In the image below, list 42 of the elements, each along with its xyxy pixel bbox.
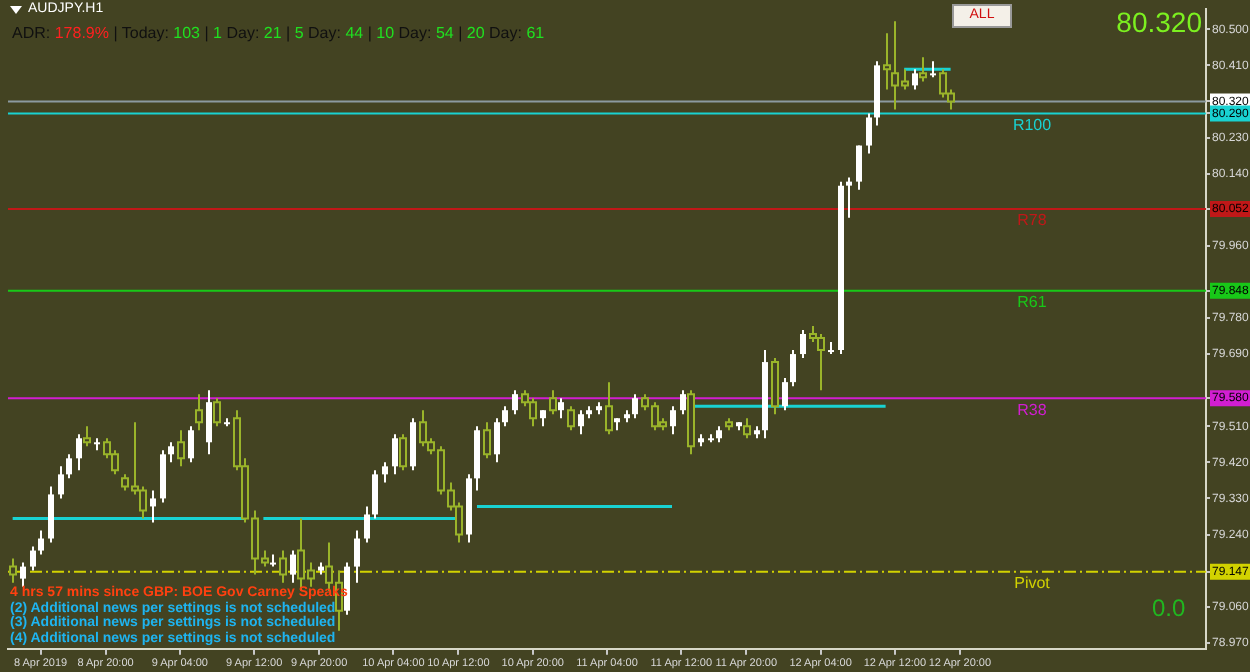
annotation: 80.320	[1116, 6, 1202, 38]
ref-line-label: R61	[1017, 293, 1048, 312]
candlestick	[344, 561, 350, 616]
candlestick	[632, 393, 638, 420]
candlestick	[290, 549, 296, 584]
candlestick	[800, 329, 806, 360]
ref-line-label: Pivot	[1014, 574, 1052, 593]
candlestick	[866, 112, 872, 155]
candlestick	[206, 389, 212, 456]
ref-line-label: R100	[1012, 115, 1053, 134]
ref-line-label: R38	[1017, 400, 1048, 419]
candlestick	[20, 561, 26, 588]
candlestick	[38, 529, 44, 556]
candlestick	[160, 449, 166, 504]
candlestick	[512, 389, 518, 416]
candlestick	[856, 144, 862, 191]
candlestick	[502, 405, 508, 428]
candlestick	[912, 68, 918, 91]
candlestick	[578, 409, 584, 436]
candlestick	[790, 349, 796, 388]
candlestick	[30, 545, 36, 572]
candlestick	[354, 529, 360, 584]
candlestick	[372, 469, 378, 520]
candlestick	[48, 485, 54, 544]
candlestick	[150, 489, 156, 524]
candlestick	[188, 425, 194, 464]
candlestick	[494, 417, 500, 464]
candlestick	[680, 389, 686, 416]
ref-line-label: R78	[1017, 211, 1048, 230]
candlestick	[782, 377, 788, 412]
annotation: 0.0	[1152, 594, 1186, 622]
candlestick	[382, 461, 388, 484]
candlestick	[410, 417, 416, 472]
candlestick	[58, 465, 64, 500]
candlestick	[168, 441, 174, 464]
candlestick	[392, 433, 398, 476]
candlestick	[76, 433, 82, 472]
candlestick	[846, 176, 852, 219]
candlestick	[558, 397, 564, 420]
candlestick	[66, 453, 72, 480]
candlestick	[670, 405, 676, 436]
candlestick	[364, 505, 370, 544]
